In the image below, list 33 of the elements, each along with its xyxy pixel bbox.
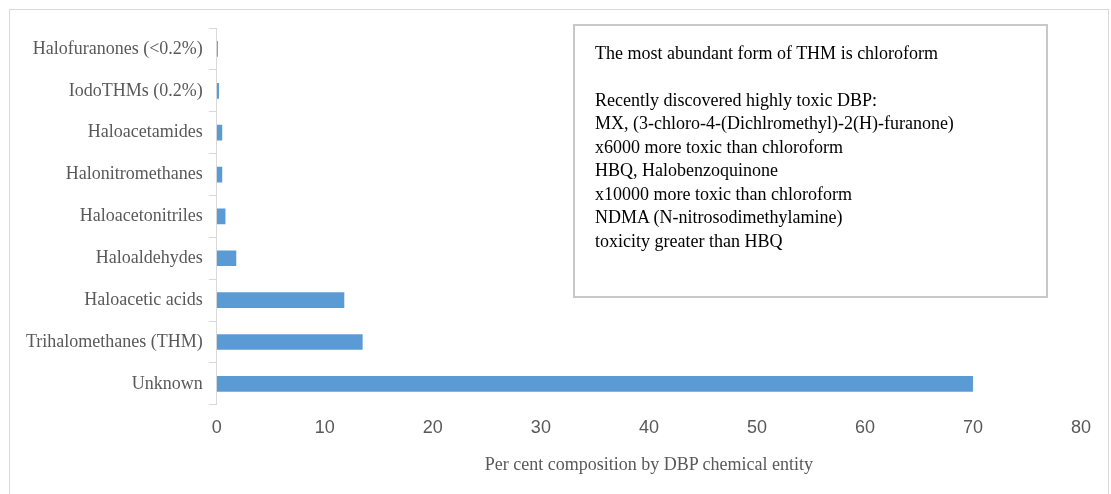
y-tick-label: Haloacetic acids: [84, 288, 203, 309]
x-tick-label: 20: [422, 416, 443, 437]
annotation: MX, (3-chloro-4-(Dichlromethyl)-2(H)-furanone): [595, 112, 955, 135]
y-tick-label: IodoTHMs (0.2%): [68, 79, 203, 101]
bar: [216, 376, 973, 392]
bar: [216, 334, 363, 350]
annotation: NDMA (N-nitrosodimethylamine): [595, 206, 844, 229]
x-tick-label: 80: [1070, 416, 1092, 437]
annotation: HBQ, Halobenzoquinone: [595, 159, 779, 182]
x-tick-label: 70: [962, 416, 983, 437]
x-tick-label: 30: [530, 416, 551, 437]
x-tick-label: 0: [211, 416, 222, 437]
annotation: toxicity greater than HBQ: [595, 229, 784, 253]
x-tick-label: 60: [854, 416, 875, 437]
bar: [216, 82, 219, 99]
bar: [216, 124, 223, 141]
x-tick-label: 50: [746, 416, 767, 437]
x-tick-label: 10: [314, 416, 335, 437]
y-tick-label: Halofuranones (<0.2%): [32, 37, 203, 59]
y-tick-label: Trihalomethanes (THM): [26, 330, 203, 352]
bar: [216, 250, 237, 267]
annotation: Recently discovered highly toxic DBP:: [595, 88, 878, 112]
annotation: The most abundant form of THM is chloroform: [595, 42, 940, 65]
x-tick-label: 40: [638, 416, 659, 437]
annotation: x6000 more toxic than chloroform: [595, 135, 844, 159]
annotation: x10000 more toxic than chloroform: [595, 182, 853, 206]
x-axis-title: Per cent composition by DBP chemical entity: [484, 453, 814, 474]
y-tick-label: Halonitromethanes: [65, 163, 203, 184]
y-tick-label: Unknown: [131, 372, 203, 393]
bar: [216, 292, 345, 308]
y-tick-label: Haloaldehydes: [95, 247, 203, 267]
y-tick-label: Haloacetonitriles: [79, 205, 203, 226]
y-tick-label: Haloacetamides: [87, 121, 203, 142]
